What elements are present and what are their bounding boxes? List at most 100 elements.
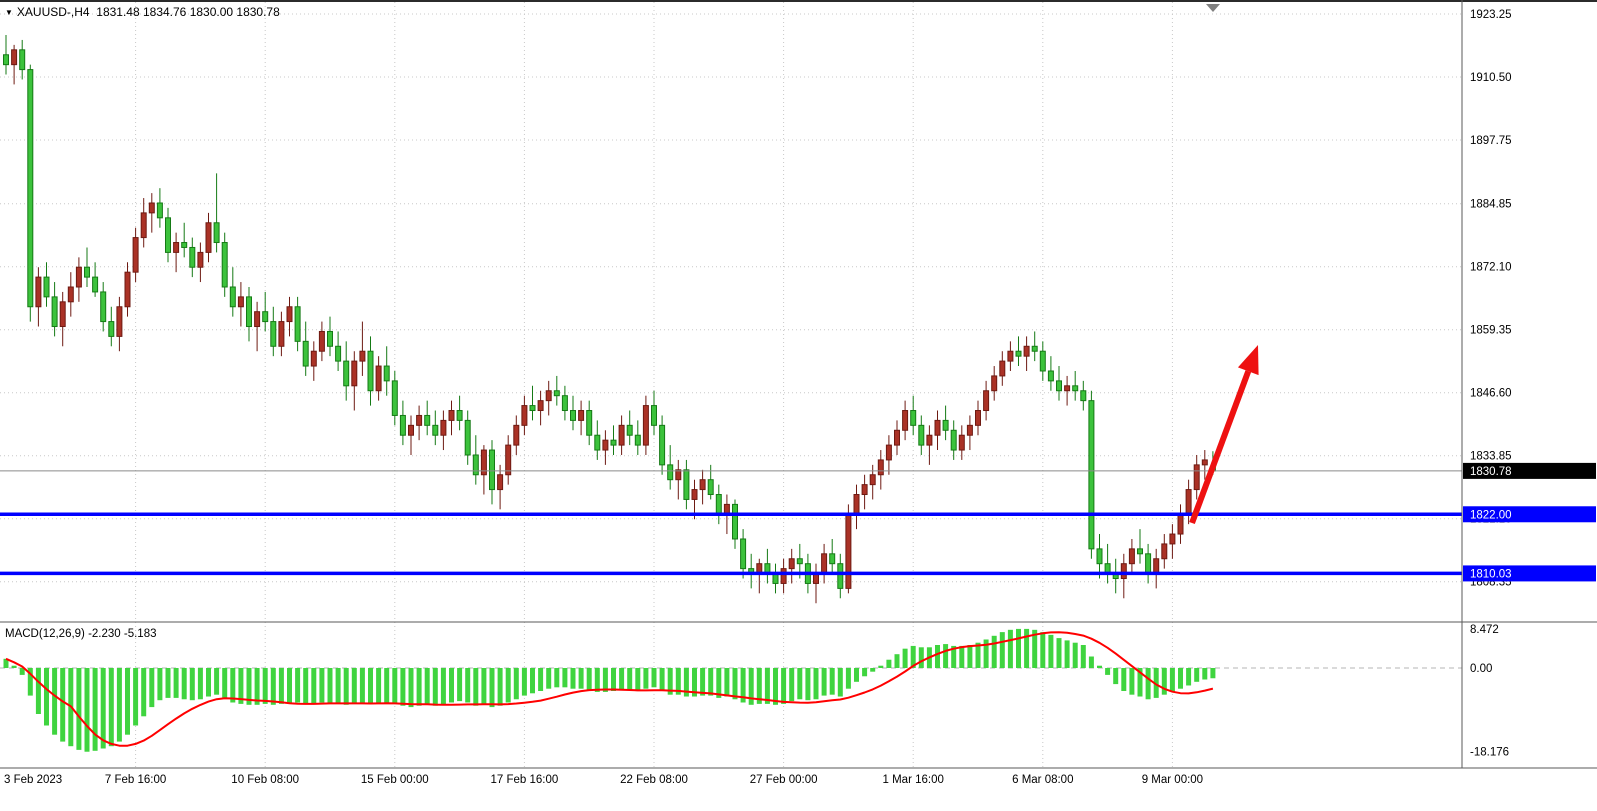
macd-histogram-bar <box>457 668 463 702</box>
macd-histogram-bar <box>11 665 17 668</box>
candle-body <box>229 286 236 308</box>
macd-histogram-bar <box>951 645 957 668</box>
macd-histogram-bar <box>619 668 625 691</box>
candle-body <box>132 237 139 273</box>
candle-body <box>67 286 74 303</box>
trend-arrow[interactable] <box>1189 345 1259 525</box>
price-axis-label: 1846.60 <box>1470 388 1512 400</box>
candle-body <box>11 49 18 66</box>
macd-histogram-bar <box>943 644 949 668</box>
macd-histogram-bar <box>1007 629 1013 668</box>
candle-body <box>1169 533 1176 545</box>
macd-histogram-bar <box>667 668 673 695</box>
candle-body <box>796 558 803 565</box>
candle-body <box>715 494 722 515</box>
chart-shift-marker-icon[interactable] <box>1206 4 1220 12</box>
macd-histogram-bar <box>627 668 633 691</box>
candle-body <box>918 424 925 446</box>
macd-histogram-bar <box>262 668 268 704</box>
candle-body <box>910 410 917 426</box>
candle-body <box>1031 345 1038 352</box>
candle-body <box>780 568 787 584</box>
macd-axis-label: 8.472 <box>1470 624 1499 636</box>
candle-body <box>497 474 504 491</box>
candle-body <box>869 474 876 486</box>
macd-histogram-bar <box>424 668 430 705</box>
macd-histogram-bar <box>311 668 317 704</box>
candle-body <box>100 291 107 323</box>
macd-histogram-bar <box>189 668 195 701</box>
candle-body <box>1145 553 1152 575</box>
candle-body <box>75 266 82 288</box>
candle-body <box>351 360 358 387</box>
candle-body <box>375 365 382 392</box>
macd-histogram-bar <box>1161 668 1167 695</box>
macd-histogram-bar <box>1072 642 1078 668</box>
macd-histogram-bar <box>278 668 284 704</box>
candle-body <box>521 405 528 426</box>
candle-body <box>950 429 957 451</box>
candlestick-series <box>3 34 1216 604</box>
dropdown-arrow-icon[interactable]: ▼ <box>5 8 13 17</box>
price-axis[interactable]: 1923.25 1910.50 1897.75 1884.85 1872.10 1859.… <box>1463 9 1596 759</box>
macd-histogram-bar <box>319 668 325 703</box>
candle-body <box>877 459 884 476</box>
macd-histogram-bar <box>611 668 616 691</box>
macd-histogram-bar <box>862 668 868 677</box>
macd-histogram-bar <box>1121 668 1127 691</box>
candle-body <box>1072 385 1079 392</box>
candle-body <box>942 419 949 431</box>
macd-histogram-bar <box>181 668 187 700</box>
macd-histogram-bar <box>1024 628 1030 668</box>
macd-histogram-bar <box>845 668 851 689</box>
time-axis-label: 1 Mar 16:00 <box>883 774 944 786</box>
macd-histogram-bar <box>489 668 495 708</box>
macd-histogram-bar <box>708 668 714 696</box>
macd-histogram-bar <box>789 668 795 702</box>
macd-histogram-bar <box>287 668 292 703</box>
time-axis-label: 17 Feb 16:00 <box>491 774 559 786</box>
candle-body <box>3 54 9 66</box>
macd-histogram-bar <box>1040 632 1046 668</box>
macd-histogram-bar <box>797 668 803 700</box>
macd-histogram-bar <box>416 668 422 706</box>
candle-body <box>1096 548 1103 565</box>
price-badge-label: 1830.78 <box>1470 466 1512 478</box>
macd-histogram-bar <box>1113 668 1119 685</box>
candle-body <box>1088 400 1095 550</box>
candle-body <box>505 444 512 476</box>
macd-histogram-bar <box>805 668 811 701</box>
macd-histogram-bar <box>1137 668 1143 697</box>
macd-histogram-bar <box>683 668 689 697</box>
macd-histogram-bar <box>716 668 722 698</box>
time-axis[interactable]: 3 Feb 2023 7 Feb 16:00 10 Feb 08:00 15 Feb … <box>4 774 1203 786</box>
macd-histogram-bar <box>651 668 657 688</box>
macd-histogram-bar <box>991 635 997 668</box>
candle-body <box>464 419 471 456</box>
candle-body <box>205 222 212 253</box>
price-axis-label: 1872.10 <box>1470 262 1512 274</box>
macd-histogram-bar <box>1186 668 1192 686</box>
macd-histogram-bar <box>1097 665 1102 668</box>
macd-histogram-bar <box>165 668 171 698</box>
macd-pane[interactable] <box>0 628 1462 752</box>
candle-body <box>861 484 868 496</box>
pane-separators <box>0 0 1597 769</box>
macd-histogram-bar <box>643 668 649 689</box>
macd-histogram-bar <box>635 668 641 691</box>
macd-histogram-bar <box>748 668 754 705</box>
price-axis-label: 1923.25 <box>1470 9 1512 21</box>
candle-body <box>732 503 738 540</box>
macd-histogram-bar <box>594 668 600 692</box>
candle-body <box>1153 558 1160 575</box>
macd-histogram-bar <box>692 668 697 697</box>
candle-body <box>1177 513 1184 535</box>
macd-histogram-bar <box>254 668 260 705</box>
macd-histogram-bar <box>983 639 989 668</box>
macd-histogram-bar <box>1032 629 1038 668</box>
macd-histogram-bar <box>1210 668 1216 679</box>
candle-body <box>1161 543 1168 560</box>
macd-histogram-bar <box>740 668 746 703</box>
macd-histogram-bar <box>967 645 973 668</box>
